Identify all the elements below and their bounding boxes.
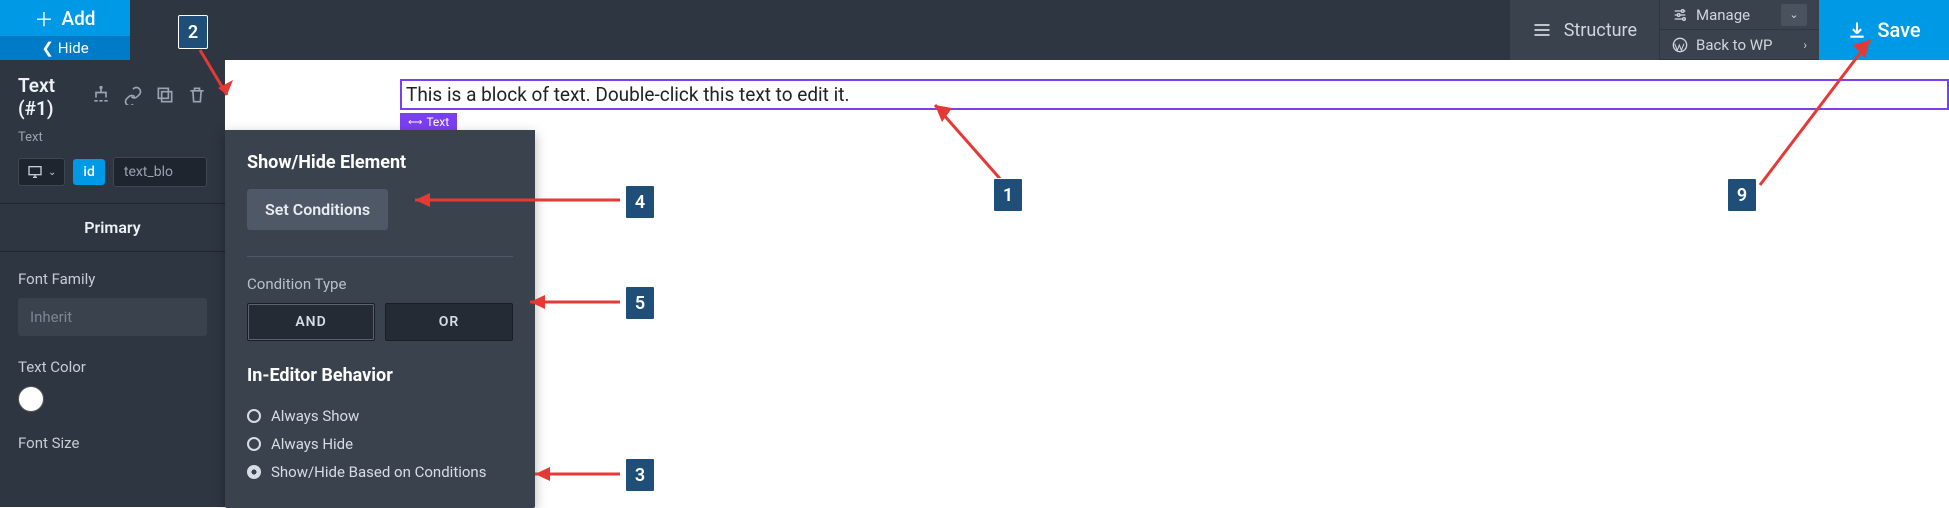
popup-title: Show/Hide Element: [247, 152, 513, 173]
annotation-4: 4: [625, 185, 655, 219]
annotation-5: 5: [625, 286, 655, 320]
font-size-label: Font Size: [18, 434, 207, 452]
radio-icon: [247, 409, 261, 423]
plus-icon: ＋: [34, 5, 53, 32]
save-icon: [1847, 20, 1867, 40]
behavior-title: In-Editor Behavior: [247, 365, 513, 386]
hide-label: Hide: [58, 39, 89, 57]
structure-icon: [1532, 20, 1552, 40]
add-label: Add: [62, 7, 96, 30]
structure-label: Structure: [1564, 20, 1637, 41]
condition-type-toggle: AND OR: [247, 303, 513, 341]
radio-always-show[interactable]: Always Show: [247, 402, 513, 430]
id-input[interactable]: [113, 157, 207, 187]
hierarchy-icon[interactable]: [91, 85, 111, 109]
annotation-1: 1: [993, 178, 1023, 212]
annotation-2: 2: [178, 15, 208, 49]
annotation-3: 3: [625, 458, 655, 492]
duplicate-icon[interactable]: [155, 85, 175, 109]
save-label: Save: [1877, 18, 1920, 42]
manage-area: Manage ⌄ Back to WP ›: [1659, 0, 1819, 60]
sidebar-tabs: Primary: [0, 203, 225, 252]
top-toolbar: ＋ Add ❮ Hide Structure Manage ⌄ Back to …: [0, 0, 1949, 60]
wordpress-icon: [1672, 37, 1688, 53]
properties-section: Font Family Inherit Text Color Font Size: [0, 252, 225, 480]
element-tag: Text: [400, 113, 457, 131]
condition-type-label: Condition Type: [247, 275, 513, 293]
right-tools: Structure Manage ⌄ Back to WP › Save: [1510, 0, 1949, 60]
font-family-label: Font Family: [18, 270, 207, 288]
divider: [247, 256, 513, 257]
chevron-left-icon: ❮: [41, 39, 54, 57]
text-block-content[interactable]: This is a block of text. Double-click th…: [400, 79, 1949, 110]
element-type-label: Text: [0, 130, 225, 157]
radio-label: Show/Hide Based on Conditions: [271, 463, 486, 481]
set-conditions-button[interactable]: Set Conditions: [247, 189, 388, 230]
show-hide-popup: Show/Hide Element Set Conditions Conditi…: [225, 130, 535, 508]
left-sidebar: Text (#1) Text ⌄ id Primary Font Family …: [0, 60, 225, 507]
save-button[interactable]: Save: [1819, 0, 1949, 60]
backwp-label: Back to WP: [1696, 36, 1773, 54]
id-badge[interactable]: id: [73, 159, 104, 185]
desktop-icon: [27, 164, 43, 180]
sliders-icon: [1672, 7, 1688, 23]
id-row: ⌄ id: [0, 157, 225, 203]
element-header: Text (#1): [0, 60, 225, 130]
manage-button[interactable]: Manage ⌄: [1660, 0, 1819, 30]
radio-label: Always Show: [271, 407, 359, 425]
back-to-wp-button[interactable]: Back to WP ›: [1660, 30, 1819, 60]
font-family-field[interactable]: Inherit: [18, 298, 207, 336]
add-button[interactable]: ＋ Add: [0, 0, 130, 36]
hide-button[interactable]: ❮ Hide: [0, 36, 130, 60]
element-action-icons: [91, 85, 207, 109]
structure-button[interactable]: Structure: [1510, 0, 1659, 60]
chevron-down-icon: ⌄: [48, 167, 56, 178]
element-title: Text (#1): [18, 74, 91, 120]
radio-always-hide[interactable]: Always Hide: [247, 430, 513, 458]
tab-primary[interactable]: Primary: [0, 204, 225, 251]
and-option[interactable]: AND: [247, 303, 375, 341]
canvas-text-element[interactable]: This is a block of text. Double-click th…: [400, 79, 1949, 115]
chevron-right-icon: ›: [1803, 38, 1807, 52]
radio-icon: [247, 465, 261, 479]
text-color-swatch[interactable]: [18, 386, 44, 412]
radio-label: Always Hide: [271, 435, 353, 453]
delete-icon[interactable]: [187, 85, 207, 109]
manage-label: Manage: [1696, 6, 1750, 24]
link-icon[interactable]: [123, 85, 143, 109]
annotation-9: 9: [1727, 178, 1757, 212]
text-color-label: Text Color: [18, 358, 207, 376]
chevron-down-icon: ⌄: [1781, 4, 1807, 26]
radio-based-on-conditions[interactable]: Show/Hide Based on Conditions: [247, 458, 513, 486]
or-option[interactable]: OR: [385, 303, 513, 341]
radio-icon: [247, 437, 261, 451]
device-selector[interactable]: ⌄: [18, 158, 65, 186]
